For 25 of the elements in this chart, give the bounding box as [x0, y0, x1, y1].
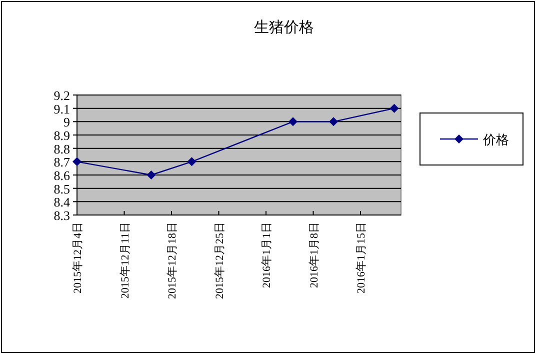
chart-title: 生猪价格: [254, 19, 314, 36]
x-tick-label: 2016年1月15日: [356, 222, 368, 294]
x-tick-label: 2015年12月25日: [214, 222, 226, 299]
legend-label: 价格: [482, 132, 509, 147]
point: [390, 104, 399, 113]
y-tick-label: 8.5: [54, 181, 70, 196]
point: [329, 117, 338, 126]
x-tick-label: 2016年1月1日: [261, 222, 273, 288]
x-tick-label: 2015年12月11日: [119, 222, 132, 299]
y-tick-label: 8.4: [54, 194, 70, 210]
y-tick-label: 8.6: [54, 168, 70, 183]
y-tick-label: 8.3: [54, 208, 70, 223]
x-tick-label: 2016年1月8日: [308, 222, 320, 288]
y-tick-label: 9: [64, 114, 70, 130]
y-tick-label: 8.8: [54, 141, 70, 156]
point: [187, 157, 196, 166]
x-tick-label: 2015年12月4日: [72, 222, 84, 294]
point: [288, 117, 298, 126]
y-tick-label: 9.2: [54, 88, 70, 103]
point: [72, 157, 82, 166]
y-tick-label: 9.1: [54, 101, 70, 116]
x-tick-label: 2015年12月18日: [166, 222, 178, 299]
point: [146, 170, 156, 180]
y-tick-label: 8.7: [54, 154, 70, 170]
y-tick-label: 8.9: [54, 128, 70, 143]
